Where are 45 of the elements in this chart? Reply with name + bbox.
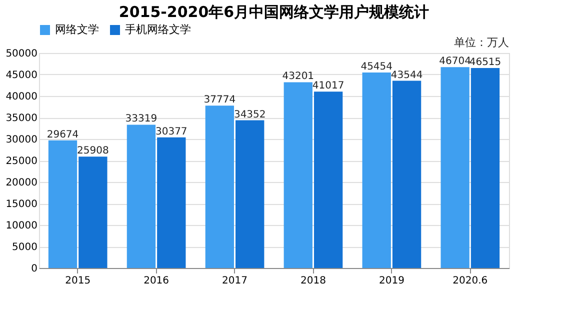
y-tick-label: 5000: [12, 242, 38, 253]
bar: [362, 72, 391, 268]
y-tick-label: 0: [31, 264, 38, 274]
y-tick-label: 15000: [6, 199, 38, 210]
bar: [157, 137, 186, 268]
y-tick-label: 45000: [6, 70, 38, 81]
data-label: 43544: [390, 70, 423, 81]
data-label: 41017: [312, 80, 344, 92]
legend-label: 手机网络文学: [125, 23, 191, 36]
data-label: 25908: [77, 146, 109, 157]
x-tick-label: 2020.6: [452, 276, 488, 286]
y-tick-label: 50000: [6, 48, 38, 60]
bar: [392, 80, 422, 268]
y-tick-label: 25000: [6, 156, 38, 167]
bar: [126, 124, 156, 268]
data-label: 45454: [360, 62, 393, 73]
x-tick-label: 2019: [378, 276, 404, 286]
y-tick-label: 35000: [6, 113, 38, 124]
x-tick-label: 2015: [65, 276, 91, 286]
bar: [205, 106, 234, 268]
bar: [440, 67, 470, 268]
y-tick-label: 40000: [6, 92, 38, 102]
y-tick-label: 20000: [6, 178, 38, 188]
bar: [48, 140, 78, 268]
data-label: 29674: [46, 129, 79, 140]
y-tick-label: 30000: [6, 134, 38, 146]
x-tick-label: 2017: [222, 276, 248, 286]
data-label: 34352: [234, 109, 266, 120]
data-label: 46704: [439, 56, 471, 68]
y-tick-label: 10000: [6, 220, 38, 232]
bar: [236, 120, 264, 268]
data-label: 37774: [204, 94, 236, 106]
bar: [314, 92, 343, 268]
data-label: 46515: [469, 56, 502, 68]
bar: [284, 82, 312, 268]
x-tick-label: 2016: [144, 276, 170, 286]
x-tick-label: 2018: [300, 276, 326, 286]
data-label: 43201: [282, 71, 314, 82]
chart-title: 2015-2020年6月中国网络文学用户规模统计: [118, 3, 430, 21]
data-label: 30377: [155, 126, 188, 138]
text: 单位：万人: [454, 36, 509, 49]
bar: [470, 68, 500, 268]
bar: [78, 156, 108, 268]
legend-label: 网络文学: [55, 23, 99, 36]
data-label: 33319: [125, 114, 158, 125]
